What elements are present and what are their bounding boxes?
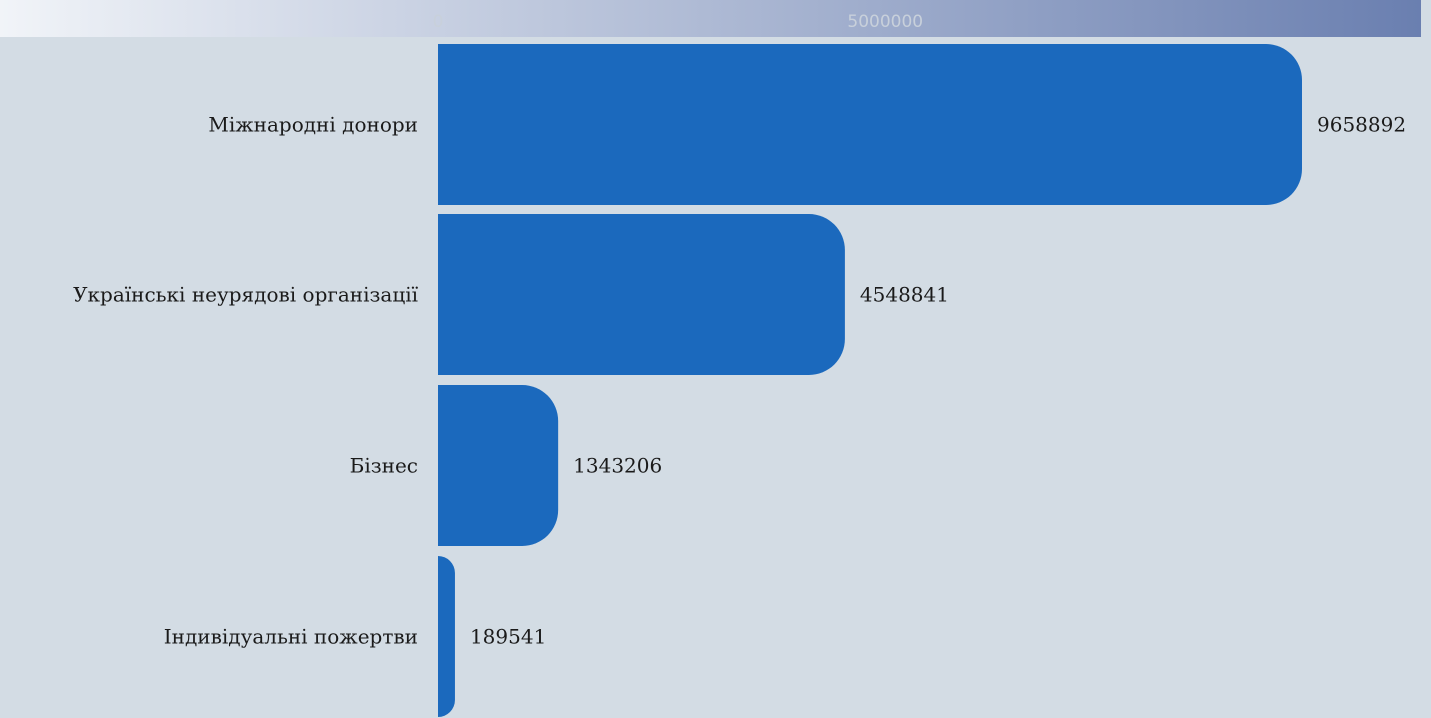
value-label: 189541 bbox=[470, 625, 546, 649]
category-label: Українські неурядові організації bbox=[73, 283, 419, 307]
value-label: 1343206 bbox=[573, 454, 662, 478]
category-label: Індивідуальні пожертви bbox=[164, 625, 418, 649]
bar-3[interactable] bbox=[438, 556, 455, 717]
axis-header-band bbox=[0, 0, 1421, 37]
value-label: 4548841 bbox=[860, 283, 949, 307]
x-tick-label: 5000000 bbox=[847, 12, 923, 32]
value-label: 9658892 bbox=[1317, 113, 1406, 137]
bar-1[interactable] bbox=[438, 214, 845, 375]
x-tick-label: 0 bbox=[433, 12, 444, 32]
category-label: Бізнес bbox=[350, 454, 418, 478]
bar-2[interactable] bbox=[438, 385, 559, 546]
bar-0[interactable] bbox=[438, 44, 1302, 205]
category-label: Міжнародні донори bbox=[208, 113, 418, 137]
